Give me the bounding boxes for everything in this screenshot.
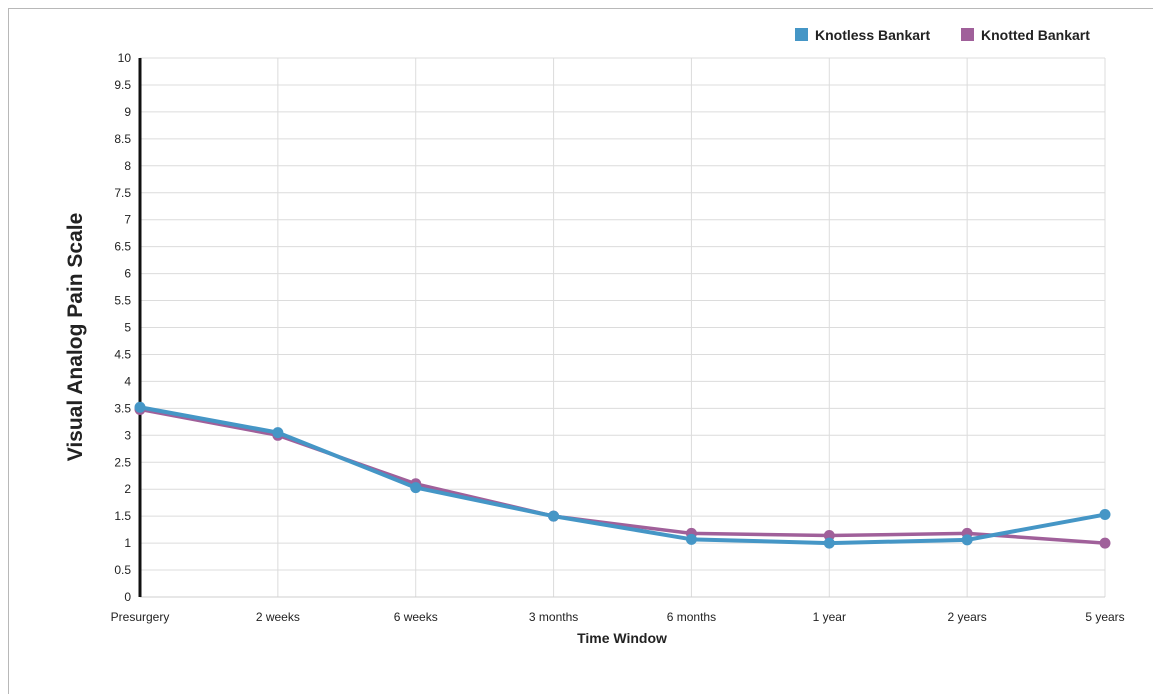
x-tick-label: 2 years — [947, 610, 986, 624]
y-tick-label: 6.5 — [114, 240, 131, 254]
y-tick-label: 8.5 — [114, 132, 131, 146]
data-point — [272, 427, 284, 439]
y-tick-label: 6 — [124, 267, 131, 281]
x-tick-label: 1 year — [813, 610, 846, 624]
data-point — [823, 537, 835, 549]
y-tick-label: 7 — [124, 213, 131, 227]
data-point — [1099, 509, 1111, 521]
y-tick-label: 4.5 — [114, 347, 131, 361]
y-axis-title: Visual Analog Pain Scale — [64, 213, 87, 462]
chart-frame — [8, 8, 1153, 694]
y-tick-label: 8 — [124, 159, 131, 173]
y-tick-label: 1 — [124, 536, 131, 550]
legend-label: Knotless Bankart — [815, 27, 930, 43]
data-point — [685, 533, 697, 545]
legend-item: Knotted Bankart — [961, 27, 1090, 43]
x-tick-label: 6 weeks — [394, 610, 438, 624]
data-point — [548, 510, 560, 522]
data-point — [823, 530, 835, 542]
x-axis-title: Time Window — [577, 630, 667, 646]
x-tick-label: 2 weeks — [256, 610, 300, 624]
y-tick-label: 5.5 — [114, 294, 131, 308]
legend-label: Knotted Bankart — [981, 27, 1090, 43]
y-tick-label: 3.5 — [114, 401, 131, 415]
y-tick-label: 0 — [124, 590, 131, 604]
y-tick-label: 2.5 — [114, 455, 131, 469]
legend: Knotless Bankart Knotted Bankart — [795, 27, 1090, 43]
y-tick-label: 1.5 — [114, 509, 131, 523]
data-point — [1099, 537, 1111, 549]
series-knotless-bankart — [134, 401, 1111, 549]
y-tick-label: 0.5 — [114, 563, 131, 577]
y-tick-label: 10 — [118, 51, 132, 65]
y-tick-label: 9 — [124, 105, 131, 119]
data-point — [410, 482, 422, 494]
y-tick-label: 4 — [124, 374, 131, 388]
data-point — [134, 401, 146, 413]
x-tick-label: 6 months — [667, 610, 716, 624]
y-tick-label: 9.5 — [114, 78, 131, 92]
x-tick-label: 3 months — [529, 610, 578, 624]
series — [134, 401, 1111, 549]
gridlines — [140, 57, 1106, 597]
series-line — [138, 405, 1107, 546]
axes: 0 0.5 1 1.5 2 2.5 3 3.5 4 4.5 5 5.5 6 6.5 7 7.5 8 8.5 9 9.5… — [111, 51, 1125, 624]
x-tick-label: 5 years — [1085, 610, 1124, 624]
legend-swatch — [961, 28, 974, 41]
x-tick-label: Presurgery — [111, 610, 170, 624]
legend-swatch — [795, 28, 808, 41]
y-tick-label: 5 — [124, 321, 131, 335]
y-tick-label: 3 — [124, 428, 131, 442]
series-line — [138, 407, 1107, 545]
y-tick-label: 7.5 — [114, 186, 131, 200]
legend-item: Knotless Bankart — [795, 27, 930, 43]
y-tick-label: 2 — [124, 482, 131, 496]
data-point — [961, 534, 973, 546]
